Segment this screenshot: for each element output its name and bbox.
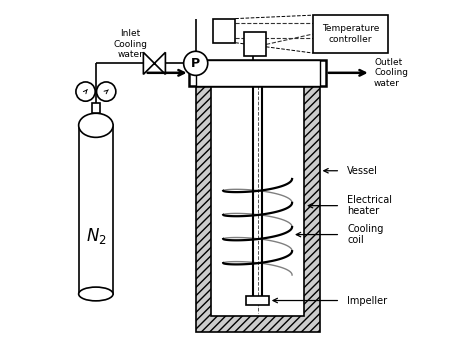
Text: Outlet
Cooling
water: Outlet Cooling water [374,58,408,88]
Text: Cooling
coil: Cooling coil [347,224,383,245]
Bar [190,60,326,86]
Bar [244,32,266,57]
Text: Vessel: Vessel [347,166,378,176]
Text: P: P [191,57,200,70]
Ellipse shape [79,287,113,301]
Ellipse shape [79,113,113,137]
Circle shape [97,82,116,101]
Bar [196,84,319,332]
Bar [196,60,319,86]
Text: Electrical
heater: Electrical heater [347,195,392,217]
Polygon shape [143,52,165,74]
Bar [213,19,235,43]
Bar [246,296,269,305]
Bar [211,84,304,316]
Circle shape [183,51,208,75]
Bar [92,103,100,113]
Text: Inlet
Cooling
water: Inlet Cooling water [113,29,147,59]
Circle shape [76,82,95,101]
Bar [79,125,113,294]
Text: Temperature
controller: Temperature controller [322,24,379,44]
Text: $N_2$: $N_2$ [85,226,106,246]
Bar [313,15,389,53]
Text: Impeller: Impeller [347,296,387,305]
